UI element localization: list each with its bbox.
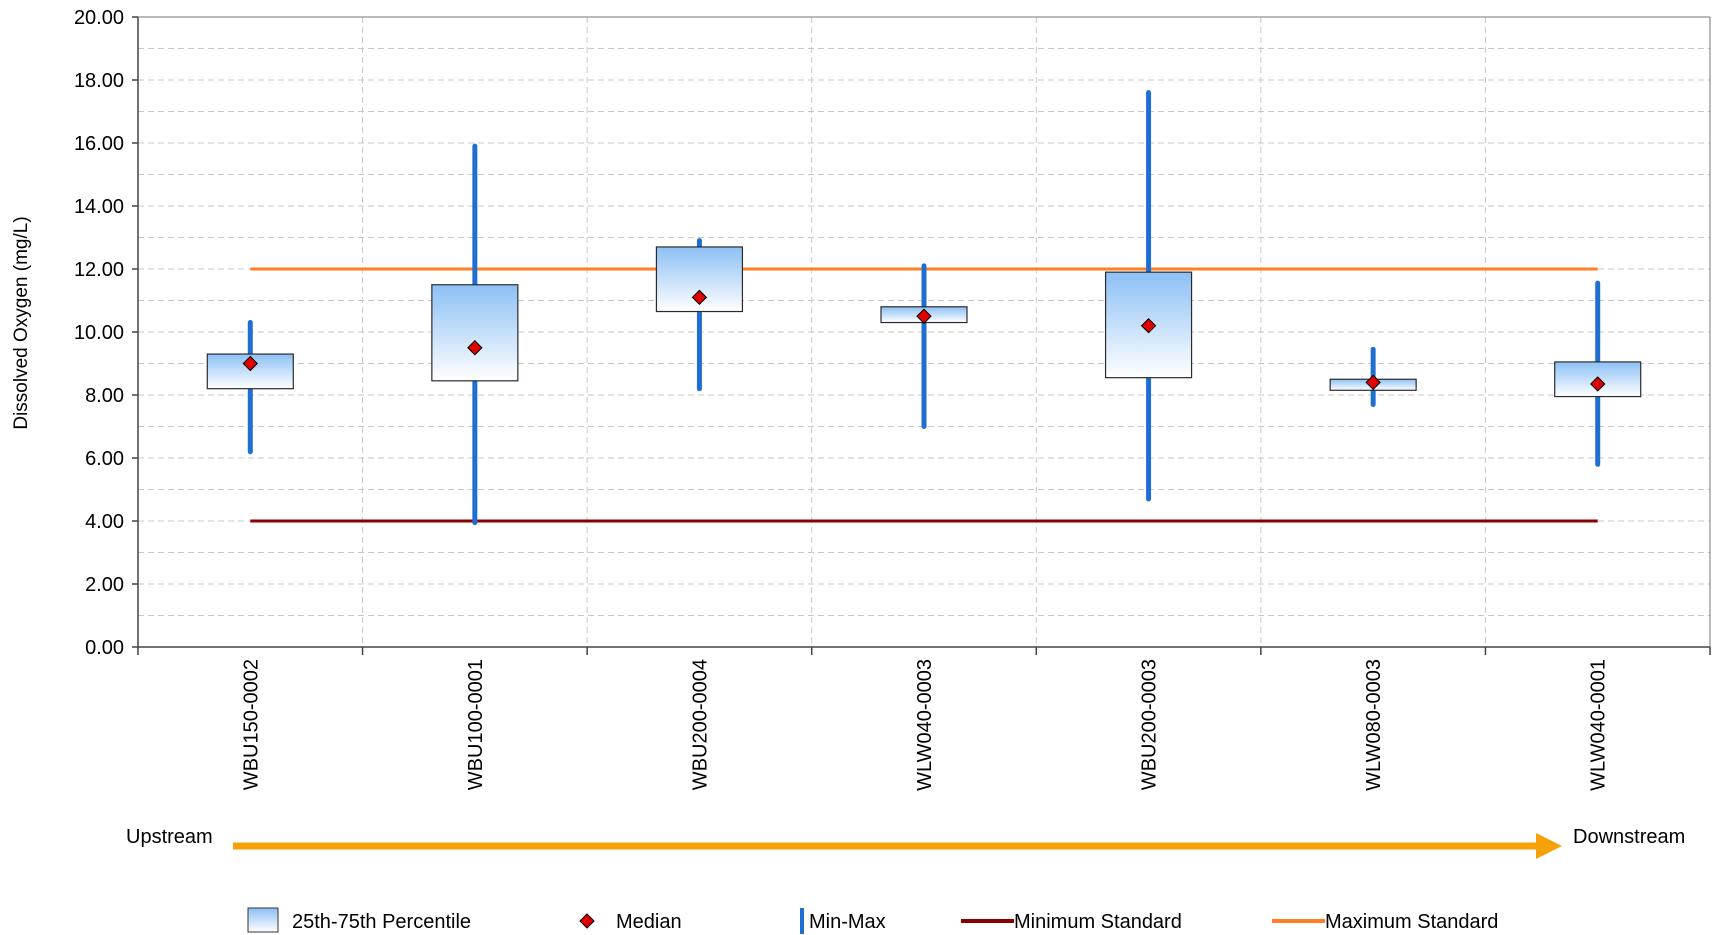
y-tick-label: 12.00 xyxy=(74,259,124,281)
median-marker xyxy=(242,355,258,372)
x-tick-label: WLW040-0001 xyxy=(1588,659,1610,791)
y-tick-label: 0.00 xyxy=(85,637,124,659)
median-marker xyxy=(1590,376,1606,392)
y-tick-label: 18.00 xyxy=(74,70,124,92)
median-marker xyxy=(916,308,932,324)
median-marker xyxy=(691,289,708,306)
data-marks xyxy=(206,90,1642,526)
legend-percentile-swatch xyxy=(247,907,279,933)
legend-median-label: Median xyxy=(616,911,682,933)
x-tick-label: WBU200-0004 xyxy=(689,659,711,790)
legend-minimum-standard-label: Minimum Standard xyxy=(1014,911,1182,933)
x-tick-label: WLW080-0003 xyxy=(1363,659,1385,791)
y-tick-label: 2.00 xyxy=(85,574,124,596)
flow-arrow-head-icon xyxy=(1536,833,1562,859)
flow-direction: Upstream Downstream xyxy=(126,826,1685,859)
y-tick-label: 8.00 xyxy=(85,385,124,407)
tick-labels: 0.00 2.00 4.00 6.00 8.00 10.00 12.00 14.00 16.00… xyxy=(74,7,1610,791)
y-tick-label: 16.00 xyxy=(74,133,124,155)
x-tick-label: WLW040-0003 xyxy=(914,659,936,791)
median-marker xyxy=(467,340,483,356)
x-tick-label: WBU200-0003 xyxy=(1139,659,1161,790)
x-tick-label: WBU100-0001 xyxy=(465,659,487,790)
y-tick-label: 10.00 xyxy=(74,322,124,344)
median-marker xyxy=(1140,317,1157,334)
axes xyxy=(132,16,1711,655)
y-tick-label: 4.00 xyxy=(85,511,124,533)
y-axis-label: Dissolved Oxygen (mg/L) xyxy=(11,216,32,429)
legend-maximum-standard-label: Maximum Standard xyxy=(1325,911,1498,933)
downstream-label: Downstream xyxy=(1573,826,1685,848)
median-marker xyxy=(1365,374,1381,391)
legend: 25th-75th Percentile Median Min-Max Mini… xyxy=(247,907,1498,934)
y-tick-label: 14.00 xyxy=(74,196,124,218)
y-tick-label: 6.00 xyxy=(85,448,124,470)
percentile-box xyxy=(431,284,519,382)
legend-minmax-label: Min-Max xyxy=(809,911,886,933)
x-tick-label: WBU150-0002 xyxy=(240,659,262,790)
upstream-label: Upstream xyxy=(126,826,213,848)
y-tick-label: 20.00 xyxy=(74,7,124,29)
percentile-box xyxy=(206,353,294,390)
legend-median-diamond-icon xyxy=(579,913,595,929)
legend-percentile-label: 25th-75th Percentile xyxy=(292,911,471,933)
